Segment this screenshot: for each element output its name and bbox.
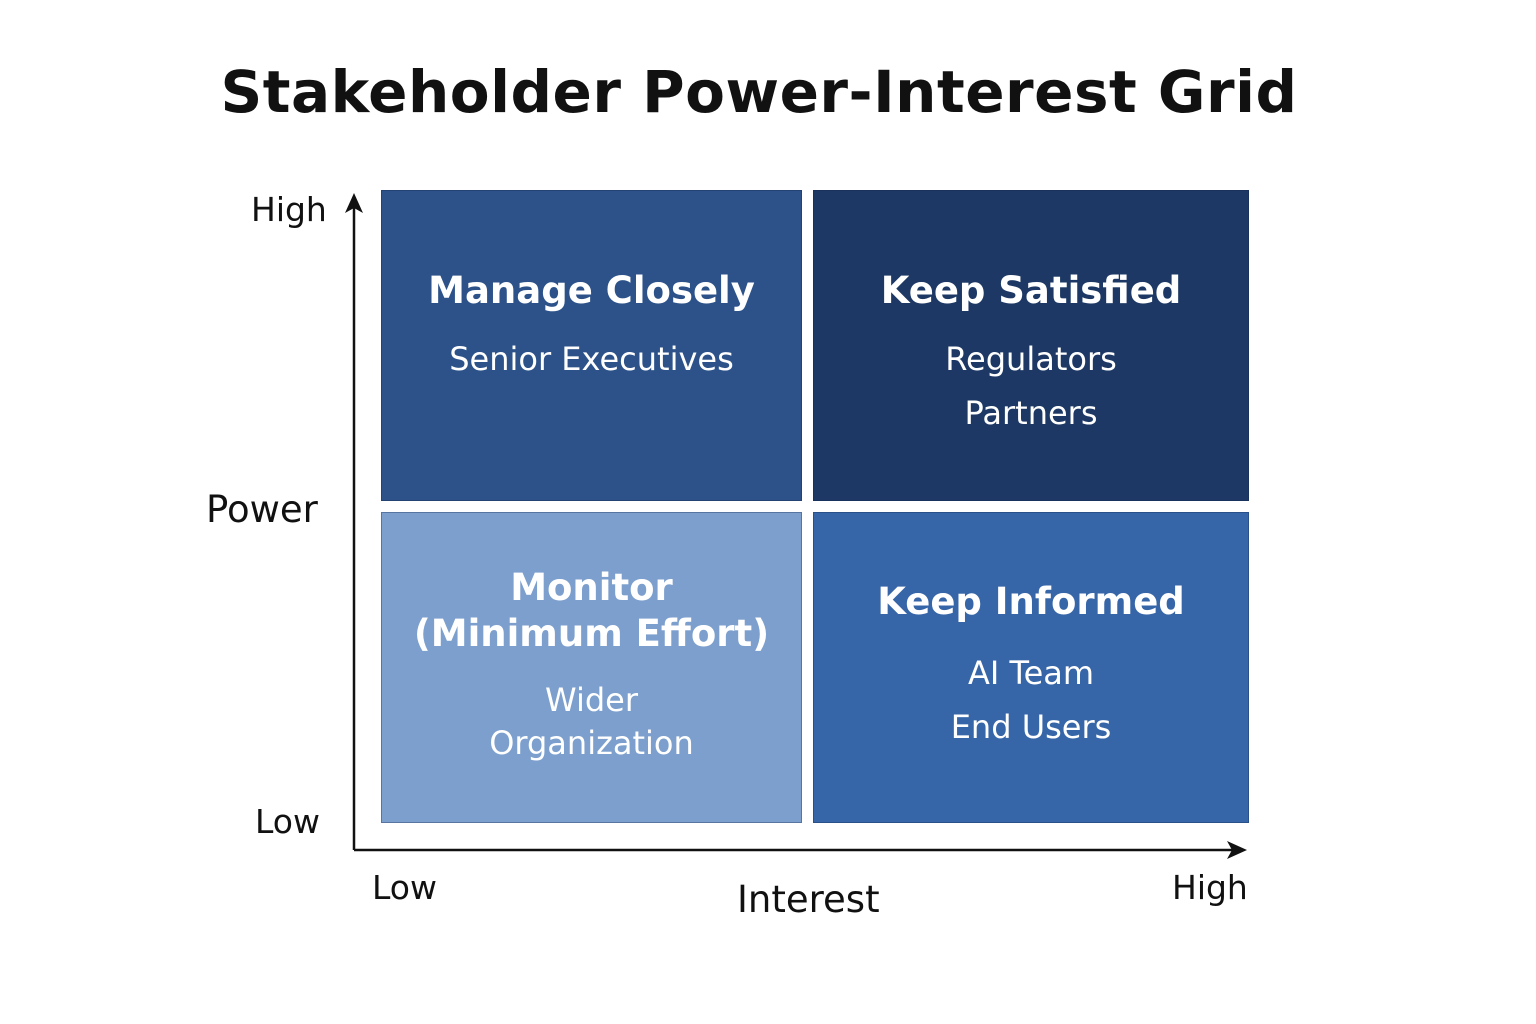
quadrant-title: Monitor (Minimum Effort)	[382, 565, 801, 657]
stakeholder-item: Regulators	[945, 340, 1117, 378]
y-axis-low-label: Low	[255, 802, 320, 841]
quadrant-title: Manage Closely	[428, 269, 755, 312]
stakeholder-item: End Users	[950, 708, 1112, 746]
x-axis-low-label: Low	[372, 868, 437, 907]
quadrant-monitor: Monitor (Minimum Effort) Wider Organizat…	[381, 512, 802, 823]
quadrant-items: Wider Organization	[382, 679, 801, 765]
y-axis-title: Power	[206, 488, 318, 531]
stakeholder-item: AI Team	[967, 654, 1095, 692]
quadrant-items: Senior Executives	[382, 332, 801, 386]
stakeholder-item: Partners	[964, 394, 1098, 432]
quadrant-items: AI Team End Users	[814, 646, 1248, 754]
y-axis-high-label: High	[251, 190, 327, 229]
stakeholder-item: Senior Executives	[449, 340, 734, 378]
quadrant-keep-informed: Keep Informed AI Team End Users	[813, 512, 1249, 823]
quadrant-title: Keep Informed	[877, 580, 1185, 623]
stakeholder-item: Organization	[489, 724, 694, 762]
x-axis-high-label: High	[1172, 868, 1248, 907]
stakeholder-item: Wider	[545, 681, 638, 719]
quadrant-title-line: Monitor	[510, 566, 673, 609]
quadrant-title: Keep Satisfied	[880, 269, 1182, 312]
quadrant-keep-satisfied: Keep Satisfied Regulators Partners	[813, 190, 1249, 501]
x-axis-title: Interest	[737, 878, 880, 921]
x-axis-arrow-icon	[1227, 841, 1247, 859]
quadrant-title-line: (Minimum Effort)	[413, 612, 770, 655]
quadrant-items: Regulators Partners	[814, 332, 1248, 440]
page-title: Stakeholder Power-Interest Grid	[220, 58, 1298, 126]
y-axis-arrow-icon	[345, 193, 363, 213]
quadrant-manage-closely: Manage Closely Senior Executives	[381, 190, 802, 501]
